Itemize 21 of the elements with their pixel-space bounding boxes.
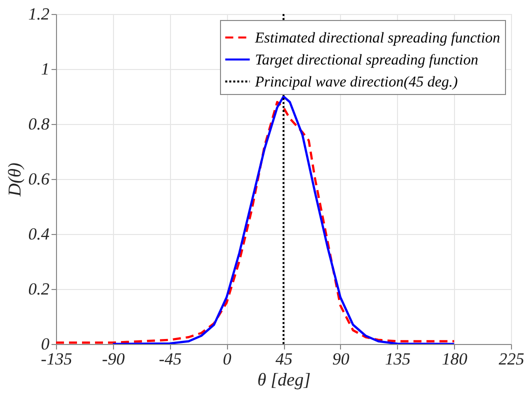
x-tick-label: 180 <box>442 350 468 368</box>
y-tick-label: 0.6 <box>28 170 50 188</box>
x-tick-label: 90 <box>332 350 350 368</box>
x-axis-title: θ [deg] <box>257 370 311 390</box>
x-tick-label: -90 <box>102 350 126 368</box>
x-tick-label: -45 <box>158 350 182 368</box>
x-tick-label: 225 <box>498 350 524 368</box>
y-tick-label: 0.2 <box>28 280 50 298</box>
legend-label: Target directional spreading function <box>255 52 478 68</box>
x-tick-label: 45 <box>276 350 292 368</box>
y-tick-label: 1.2 <box>28 4 50 24</box>
ref-line-label: Principal wave direction(45 deg.) <box>254 74 458 90</box>
y-tick-label: 0.4 <box>28 224 50 244</box>
line-series <box>56 100 456 344</box>
y-axis-title: D(θ) <box>4 162 24 198</box>
y-tick-label: 0.8 <box>28 114 50 134</box>
x-tick-label: 135 <box>385 350 410 368</box>
line-series <box>112 95 456 344</box>
legend-label: Estimated directional spreading function <box>254 30 500 46</box>
y-tick-label: 1 <box>41 60 50 78</box>
x-tick-label: 0 <box>222 350 232 368</box>
